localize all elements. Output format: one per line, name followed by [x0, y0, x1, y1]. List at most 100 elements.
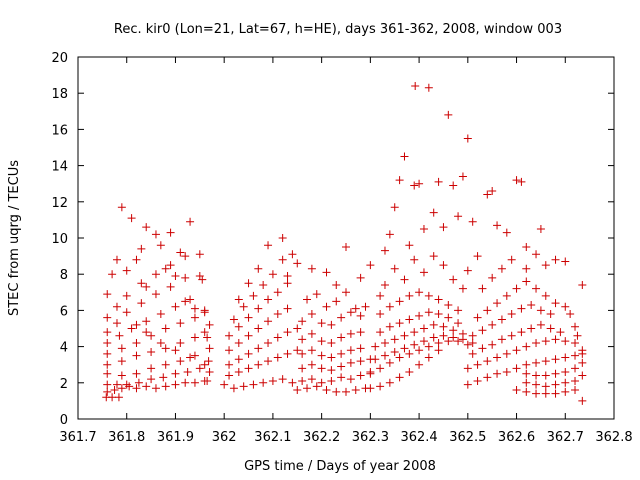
- data-point: [283, 349, 292, 358]
- data-point: [390, 264, 399, 273]
- data-point: [293, 324, 302, 333]
- data-point: [346, 329, 355, 338]
- data-point: [337, 362, 346, 371]
- data-point: [122, 291, 131, 300]
- data-point: [424, 342, 433, 351]
- data-point: [200, 328, 209, 337]
- data-point: [200, 360, 209, 369]
- data-point: [502, 349, 511, 358]
- data-point: [483, 190, 492, 199]
- data-point: [283, 272, 292, 281]
- data-point: [293, 259, 302, 268]
- data-point: [454, 306, 463, 315]
- data-point: [444, 337, 453, 346]
- data-point: [176, 338, 185, 347]
- data-point: [395, 319, 404, 328]
- data-point: [573, 331, 582, 340]
- data-point: [424, 291, 433, 300]
- data-point: [103, 290, 112, 299]
- data-point: [342, 288, 350, 297]
- data-point: [532, 389, 541, 398]
- data-point: [151, 270, 160, 279]
- data-point: [108, 270, 117, 279]
- data-point: [176, 357, 185, 366]
- data-point: [449, 326, 458, 335]
- data-point: [468, 331, 477, 340]
- data-point: [254, 264, 263, 273]
- x-tick-label: 362.6: [498, 430, 535, 445]
- data-point: [244, 279, 253, 288]
- data-point: [317, 378, 326, 387]
- data-point: [307, 375, 316, 384]
- x-tick-label: 362.2: [303, 430, 340, 445]
- data-point: [112, 319, 121, 328]
- data-point: [517, 177, 526, 186]
- x-tick-label: 362.3: [352, 430, 389, 445]
- data-point: [454, 319, 463, 328]
- data-point: [234, 367, 243, 376]
- y-tick-label: 2: [60, 377, 68, 392]
- data-point: [103, 349, 112, 358]
- data-point: [244, 313, 253, 322]
- data-point: [532, 338, 541, 347]
- data-point: [103, 360, 112, 369]
- data-point: [478, 326, 487, 335]
- data-point: [288, 250, 297, 259]
- data-point: [454, 337, 463, 346]
- data-point: [385, 378, 394, 387]
- data-point: [134, 378, 143, 387]
- data-point: [264, 241, 273, 250]
- data-point: [132, 255, 141, 264]
- data-point: [283, 304, 292, 313]
- data-point: [147, 364, 156, 373]
- data-point: [410, 340, 419, 349]
- data-point: [380, 351, 389, 360]
- data-point: [254, 324, 263, 333]
- data-point: [171, 380, 180, 389]
- data-point: [190, 333, 199, 342]
- data-point: [156, 338, 165, 347]
- data-point: [249, 380, 258, 389]
- data-point: [225, 331, 234, 340]
- data-point: [390, 348, 399, 357]
- data-point: [376, 382, 385, 391]
- data-point: [142, 382, 151, 391]
- data-point: [522, 342, 531, 351]
- data-point: [371, 355, 380, 364]
- data-point: [532, 358, 541, 367]
- data-point: [507, 255, 516, 264]
- data-point: [488, 340, 497, 349]
- data-point: [151, 290, 160, 299]
- data-point: [517, 328, 526, 337]
- data-point: [468, 217, 477, 226]
- data-point: [234, 338, 243, 347]
- data-point: [419, 324, 428, 333]
- data-point: [522, 369, 531, 378]
- data-point: [493, 369, 502, 378]
- data-point: [488, 273, 497, 282]
- data-point: [234, 322, 243, 331]
- data-point: [473, 252, 482, 261]
- data-point: [156, 241, 165, 250]
- data-point: [411, 81, 420, 90]
- data-point: [400, 152, 409, 161]
- data-point: [244, 364, 253, 373]
- data-point: [561, 367, 570, 376]
- data-point: [278, 375, 287, 384]
- data-point: [488, 320, 497, 329]
- data-point: [195, 364, 204, 373]
- data-point: [429, 208, 438, 217]
- data-point: [493, 221, 502, 230]
- data-point: [356, 328, 365, 337]
- data-point: [117, 357, 126, 366]
- data-point: [181, 297, 190, 306]
- data-point: [332, 297, 341, 306]
- data-point: [380, 281, 389, 290]
- data-point: [225, 346, 234, 355]
- data-point: [176, 319, 185, 328]
- data-point: [541, 389, 550, 398]
- data-point: [307, 310, 316, 319]
- data-point: [400, 344, 409, 353]
- data-point: [376, 364, 385, 373]
- data-point: [561, 337, 570, 346]
